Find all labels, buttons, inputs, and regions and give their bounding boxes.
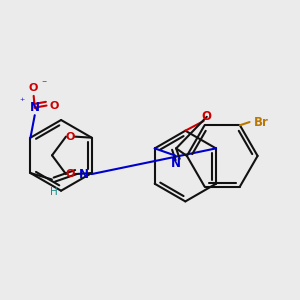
Text: $^{+}$: $^{+}$: [19, 97, 25, 106]
Text: N: N: [170, 157, 180, 169]
Text: N: N: [30, 101, 40, 114]
Text: N: N: [79, 168, 89, 181]
Text: O: O: [29, 83, 38, 93]
Text: Br: Br: [254, 116, 269, 129]
Text: H: H: [50, 187, 58, 197]
Text: $^{-}$: $^{-}$: [41, 77, 48, 86]
Text: O: O: [66, 132, 75, 142]
Text: O: O: [49, 100, 59, 110]
Text: O: O: [66, 169, 75, 179]
Text: O: O: [202, 110, 212, 123]
